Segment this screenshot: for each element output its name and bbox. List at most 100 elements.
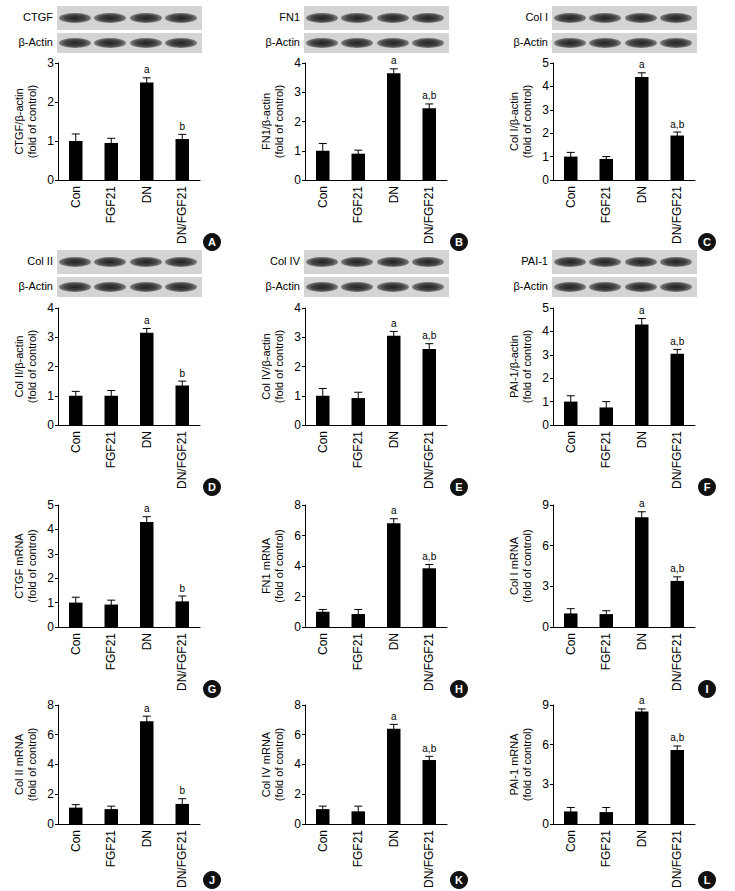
svg-text:DN: DN	[635, 186, 649, 203]
svg-text:(fold of control): (fold of control)	[26, 330, 38, 403]
svg-text:Con: Con	[69, 431, 83, 453]
svg-text:b: b	[179, 785, 185, 796]
svg-text:(fold of control): (fold of control)	[26, 728, 38, 801]
svg-text:1: 1	[47, 134, 54, 148]
svg-text:9: 9	[542, 698, 549, 712]
svg-text:3: 3	[542, 777, 549, 791]
svg-text:F: F	[704, 481, 711, 493]
svg-text:Col I/β-actin: Col I/β-actin	[508, 92, 520, 151]
svg-text:Con: Con	[564, 186, 578, 208]
svg-text:FGF21: FGF21	[599, 633, 613, 671]
svg-text:DN/FGF21: DN/FGF21	[175, 431, 189, 489]
svg-text:a,b: a,b	[670, 732, 684, 743]
svg-text:0: 0	[47, 817, 54, 831]
svg-text:(fold of control): (fold of control)	[273, 529, 285, 602]
svg-text:6: 6	[294, 529, 301, 543]
svg-text:DN: DN	[140, 633, 154, 650]
svg-text:0: 0	[542, 620, 549, 634]
svg-text:a,b: a,b	[670, 563, 684, 574]
svg-text:4: 4	[47, 301, 54, 315]
svg-text:Col IV mRNA: Col IV mRNA	[260, 731, 272, 797]
svg-text:Col I mRNA: Col I mRNA	[508, 536, 520, 595]
svg-text:a,b: a,b	[422, 330, 436, 341]
svg-text:2: 2	[542, 126, 549, 140]
svg-text:4: 4	[542, 324, 549, 338]
svg-text:5: 5	[542, 56, 549, 70]
svg-text:DN: DN	[387, 431, 401, 448]
svg-text:8: 8	[47, 698, 54, 712]
svg-text:Con: Con	[564, 830, 578, 852]
svg-text:Con: Con	[564, 633, 578, 655]
svg-text:Con: Con	[69, 830, 83, 852]
svg-text:6: 6	[542, 539, 549, 553]
svg-text:5: 5	[47, 498, 54, 512]
svg-text:DN/FGF21: DN/FGF21	[422, 431, 436, 489]
svg-text:2: 2	[294, 590, 301, 604]
svg-text:3: 3	[294, 85, 301, 99]
svg-text:a: a	[639, 59, 645, 70]
svg-text:FGF21: FGF21	[351, 431, 365, 469]
svg-text:(fold of control): (fold of control)	[26, 85, 38, 158]
svg-text:DN/FGF21: DN/FGF21	[422, 633, 436, 691]
svg-text:b: b	[179, 368, 185, 379]
svg-text:CTGF mRNA: CTGF mRNA	[13, 533, 25, 599]
svg-text:DN: DN	[387, 633, 401, 650]
svg-text:6: 6	[294, 728, 301, 742]
svg-text:D: D	[208, 481, 216, 493]
svg-text:a: a	[144, 64, 150, 75]
svg-text:8: 8	[294, 498, 301, 512]
svg-text:DN: DN	[387, 830, 401, 847]
svg-text:a: a	[391, 711, 397, 722]
svg-text:1: 1	[47, 389, 54, 403]
svg-text:DN/FGF21: DN/FGF21	[422, 830, 436, 888]
svg-text:2: 2	[294, 787, 301, 801]
svg-text:0: 0	[47, 173, 54, 187]
svg-text:FGF21: FGF21	[104, 830, 118, 868]
svg-text:a,b: a,b	[670, 336, 684, 347]
svg-text:DN/FGF21: DN/FGF21	[670, 431, 684, 489]
svg-text:Col IV/β-actin: Col IV/β-actin	[260, 333, 272, 399]
svg-text:1: 1	[47, 596, 54, 610]
svg-text:CTGF/β-actin: CTGF/β-actin	[13, 88, 25, 154]
svg-text:b: b	[179, 583, 185, 594]
svg-text:PAI-1 mRNA: PAI-1 mRNA	[508, 733, 520, 796]
svg-text:a: a	[144, 503, 150, 514]
svg-text:FGF21: FGF21	[599, 431, 613, 469]
svg-text:0: 0	[294, 620, 301, 634]
svg-text:(fold of control): (fold of control)	[273, 728, 285, 801]
svg-text:Con: Con	[316, 830, 330, 852]
svg-text:0: 0	[47, 418, 54, 432]
svg-text:(fold of control): (fold of control)	[521, 85, 533, 158]
svg-text:FGF21: FGF21	[351, 633, 365, 671]
svg-text:a: a	[639, 695, 645, 706]
svg-text:Con: Con	[316, 186, 330, 208]
svg-text:FGF21: FGF21	[351, 186, 365, 224]
svg-text:Con: Con	[69, 633, 83, 655]
svg-text:FN1 mRNA: FN1 mRNA	[260, 537, 272, 594]
svg-text:B: B	[455, 236, 463, 248]
svg-text:(fold of control): (fold of control)	[273, 85, 285, 158]
svg-text:Con: Con	[564, 431, 578, 453]
svg-text:0: 0	[542, 173, 549, 187]
svg-text:DN/FGF21: DN/FGF21	[175, 633, 189, 691]
svg-text:J: J	[209, 874, 215, 886]
svg-text:2: 2	[294, 360, 301, 374]
svg-text:FGF21: FGF21	[599, 830, 613, 868]
svg-text:a,b: a,b	[422, 551, 436, 562]
svg-text:DN/FGF21: DN/FGF21	[670, 633, 684, 691]
svg-text:0: 0	[294, 817, 301, 831]
svg-text:b: b	[179, 121, 185, 132]
svg-text:5: 5	[542, 301, 549, 315]
svg-text:Col II mRNA: Col II mRNA	[13, 733, 25, 795]
svg-text:2: 2	[542, 371, 549, 385]
svg-text:DN: DN	[140, 830, 154, 847]
svg-text:DN/FGF21: DN/FGF21	[175, 830, 189, 888]
svg-text:DN/FGF21: DN/FGF21	[175, 186, 189, 244]
svg-text:3: 3	[542, 103, 549, 117]
svg-text:DN: DN	[635, 633, 649, 650]
svg-text:G: G	[208, 683, 217, 695]
svg-text:3: 3	[542, 348, 549, 362]
svg-text:4: 4	[294, 301, 301, 315]
svg-text:a: a	[639, 498, 645, 509]
svg-text:FGF21: FGF21	[351, 830, 365, 868]
